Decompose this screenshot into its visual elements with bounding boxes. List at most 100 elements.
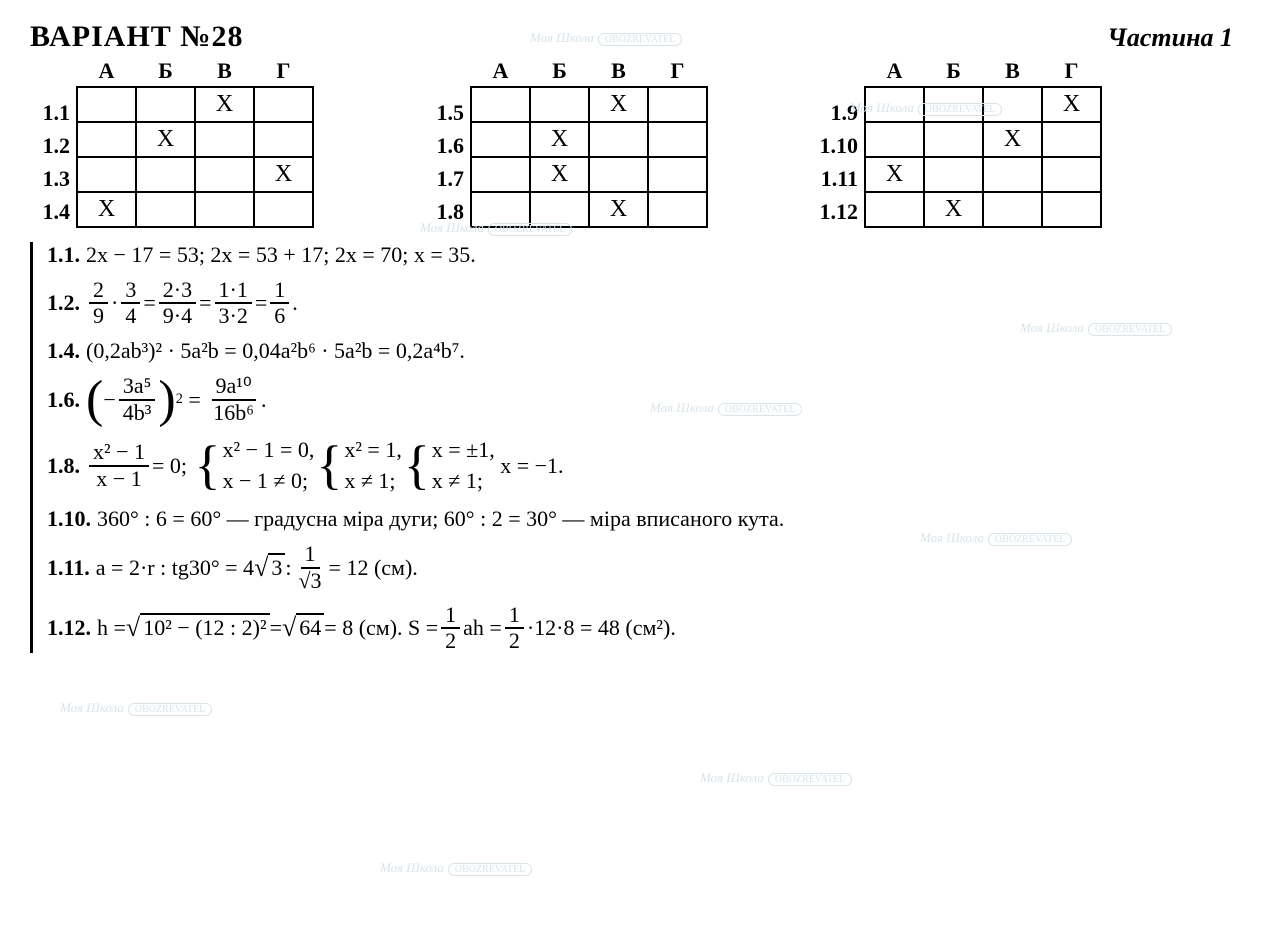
col-header: Г — [1042, 56, 1101, 87]
answer-cell — [530, 192, 589, 227]
answer-table: 1.11.21.31.4АБВГXXXX — [30, 56, 314, 228]
solution-number: 1.2. — [47, 290, 80, 316]
solution-number: 1.1. — [47, 242, 80, 268]
solution-number: 1.6. — [47, 387, 80, 413]
solution-1-4: 1.4. (0,2ab³)² · 5a²b = 0,04a²b⁶ · 5a²b … — [47, 338, 1233, 364]
brace-icon: { — [316, 444, 342, 487]
solution-text: x = −1. — [500, 453, 563, 479]
answer-cell — [1042, 122, 1101, 157]
answer-cell: X — [530, 157, 589, 192]
answer-cell — [865, 192, 924, 227]
solution-text: h = — [97, 615, 126, 641]
fraction: 1√3 — [294, 542, 325, 592]
solution-1-10: 1.10. 360° : 6 = 60° — градусна міра дуг… — [47, 506, 1233, 532]
solution-number: 1.8. — [47, 453, 80, 479]
fraction: 12 — [505, 603, 524, 653]
answer-cell — [589, 122, 648, 157]
answer-cell — [136, 157, 195, 192]
solution-1-11: 1.11. a = 2·r : tg30° = 4 √3 : 1√3 = 12 … — [47, 542, 1233, 592]
row-label: 1.12 — [818, 195, 864, 228]
answer-cell — [254, 192, 313, 227]
col-header: А — [77, 56, 136, 87]
answer-cell: X — [1042, 87, 1101, 122]
fraction: 12 — [441, 603, 460, 653]
row-label: 1.10 — [818, 129, 864, 162]
watermark: Моя ШколаOBOZREVATEL — [700, 770, 852, 786]
answer-cell — [471, 87, 530, 122]
answer-cell — [924, 87, 983, 122]
part-label: Частина 1 — [1107, 23, 1233, 53]
row-label: 1.7 — [424, 162, 470, 195]
fraction: 2·39·4 — [159, 278, 196, 328]
watermark: Моя ШколаOBOZREVATEL — [60, 700, 212, 716]
solution-1-12: 1.12. h = √10² − (12 : 2)² = √64 = 8 (см… — [47, 603, 1233, 653]
answer-cell — [589, 157, 648, 192]
answer-cell — [471, 122, 530, 157]
answer-cell: X — [865, 157, 924, 192]
answer-cell: X — [195, 87, 254, 122]
solutions-block: 1.1. 2x − 17 = 53; 2x = 53 + 17; 2x = 70… — [30, 242, 1233, 653]
row-label: 1.5 — [424, 96, 470, 129]
solution-text: (0,2ab³)² · 5a²b = 0,04a²b⁶ · 5a²b = 0,2… — [86, 338, 465, 364]
row-label: 1.3 — [30, 162, 76, 195]
fraction: 16 — [270, 278, 289, 328]
watermark: Моя ШколаOBOZREVATEL — [380, 860, 532, 876]
solution-number: 1.4. — [47, 338, 80, 364]
col-header: А — [865, 56, 924, 87]
answer-table: 1.91.101.111.12АБВГXXXX — [818, 56, 1102, 228]
brace-icon: { — [404, 444, 430, 487]
answer-cell — [195, 192, 254, 227]
solution-text: = 12 (см). — [329, 555, 418, 581]
solution-text: a = 2·r : tg30° = 4 — [96, 555, 254, 581]
fraction: 34 — [121, 278, 140, 328]
answer-cell — [136, 192, 195, 227]
answer-cell — [77, 122, 136, 157]
solution-number: 1.10. — [47, 506, 91, 532]
col-header: Г — [648, 56, 707, 87]
col-header: Б — [136, 56, 195, 87]
solution-1-1: 1.1. 2x − 17 = 53; 2x = 53 + 17; 2x = 70… — [47, 242, 1233, 268]
fraction: 29 — [89, 278, 108, 328]
answer-cell — [1042, 157, 1101, 192]
fraction: 9a¹⁰16b⁶ — [209, 374, 258, 424]
answer-cell — [77, 87, 136, 122]
answer-cell — [648, 122, 707, 157]
answer-cell — [195, 157, 254, 192]
answer-cell — [530, 87, 589, 122]
answer-cell — [136, 87, 195, 122]
col-header: В — [983, 56, 1042, 87]
solution-1-2: 1.2. 29 · 34 = 2·39·4 = 1·13·2 = 16 . — [47, 278, 1233, 328]
answer-table: 1.51.61.71.8АБВГXXXX — [424, 56, 708, 228]
answer-cell — [648, 87, 707, 122]
answer-cell — [1042, 192, 1101, 227]
fraction: x² − 1x − 1 — [89, 440, 149, 490]
system: x² − 1 = 0,x − 1 ≠ 0; — [222, 435, 314, 497]
col-header: Г — [254, 56, 313, 87]
solution-1-6: 1.6. ( − 3a⁵4b³ ) 2 = 9a¹⁰16b⁶ . — [47, 374, 1233, 424]
answer-cell — [648, 192, 707, 227]
answer-cell — [924, 122, 983, 157]
solution-number: 1.11. — [47, 555, 90, 581]
brace-icon: { — [195, 444, 221, 487]
sqrt: √3 — [254, 553, 285, 583]
answer-cell: X — [589, 192, 648, 227]
answer-cell — [983, 157, 1042, 192]
col-header: Б — [530, 56, 589, 87]
system: x² = 1,x ≠ 1; — [344, 435, 402, 497]
answer-cell: X — [136, 122, 195, 157]
system: x = ±1,x ≠ 1; — [432, 435, 495, 497]
solution-text: 2x − 17 = 53; 2x = 53 + 17; 2x = 70; x =… — [86, 242, 476, 268]
answer-cell — [471, 192, 530, 227]
solution-1-8: 1.8. x² − 1x − 1 = 0; { x² − 1 = 0,x − 1… — [47, 435, 1233, 497]
fraction: 1·13·2 — [215, 278, 252, 328]
sqrt: √10² − (12 : 2)² — [126, 613, 270, 643]
answer-cell: X — [924, 192, 983, 227]
answer-cell — [865, 122, 924, 157]
row-label: 1.11 — [818, 162, 864, 195]
solution-number: 1.12. — [47, 615, 91, 641]
row-label: 1.4 — [30, 195, 76, 228]
col-header: В — [195, 56, 254, 87]
row-label: 1.6 — [424, 129, 470, 162]
answer-cell: X — [983, 122, 1042, 157]
answer-cell: X — [254, 157, 313, 192]
